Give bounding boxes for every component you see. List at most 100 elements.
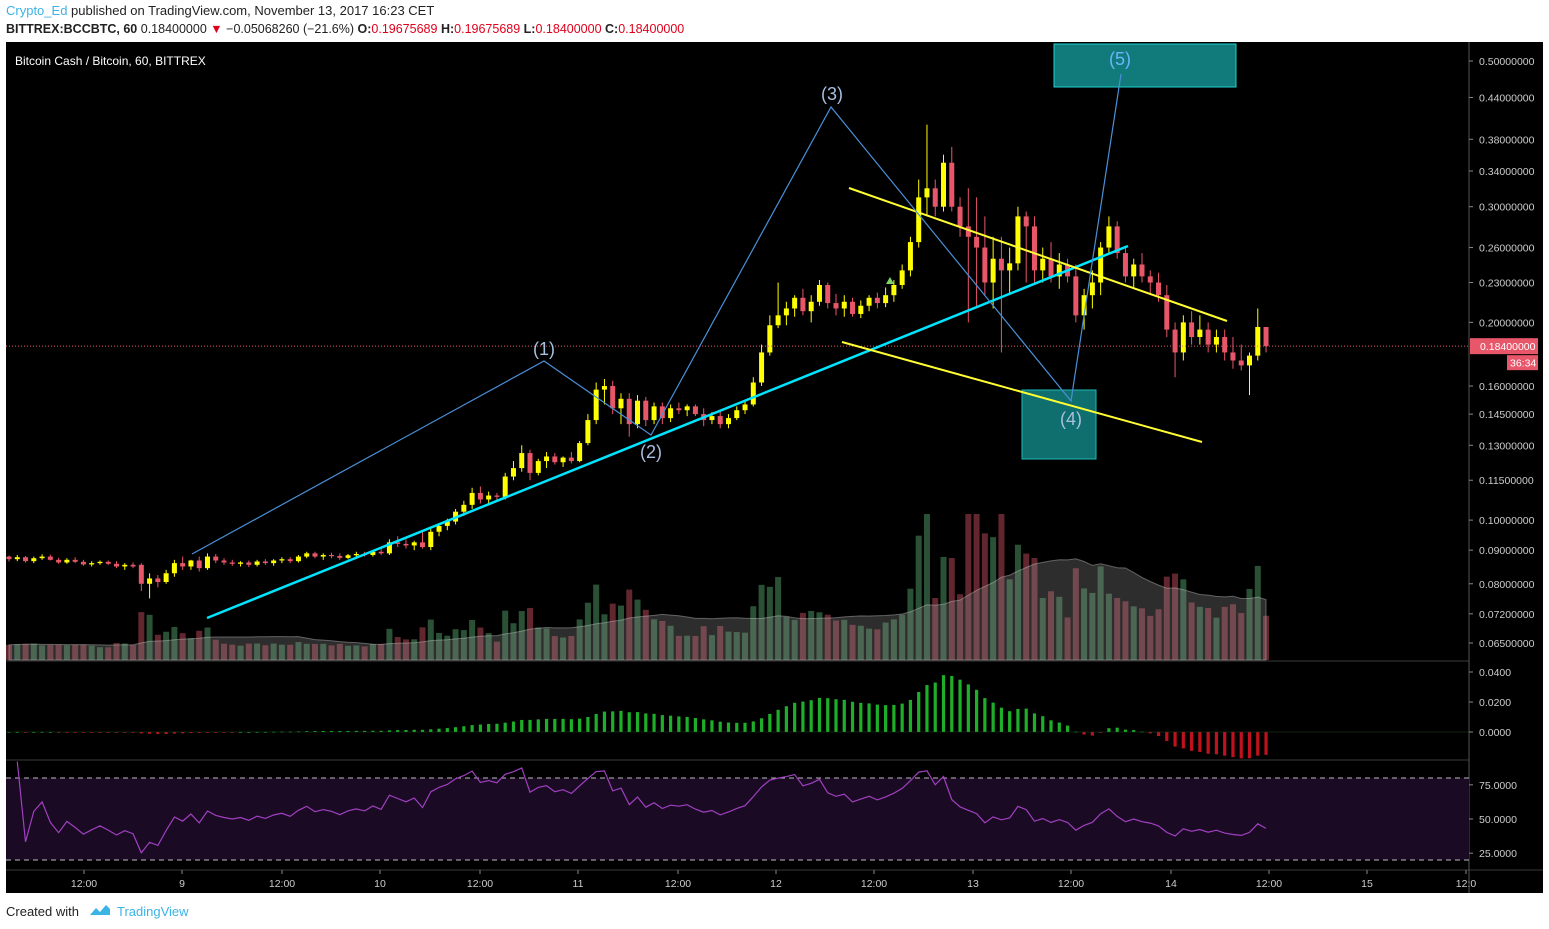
- macd-bar: [503, 722, 507, 732]
- candle-body: [461, 504, 467, 512]
- candle-body: [1040, 258, 1046, 271]
- candle-body: [544, 456, 550, 462]
- volume-bar: [460, 630, 467, 660]
- candle-body: [635, 400, 641, 425]
- macd-bar: [553, 718, 557, 732]
- price-tick-label: 0.44000000: [1479, 92, 1535, 104]
- macd-bar: [892, 704, 896, 732]
- macd-bar: [197, 732, 201, 733]
- candle-body: [1007, 263, 1013, 271]
- candle-body: [114, 563, 120, 567]
- macd-bar: [652, 713, 656, 732]
- candle-body: [122, 564, 128, 567]
- candle-body: [64, 559, 70, 563]
- volume-bar: [675, 635, 682, 660]
- volume-bar: [212, 639, 219, 660]
- volume-bar: [527, 607, 534, 660]
- candle-body: [792, 297, 798, 309]
- price-tick-label: 0.08000000: [1479, 579, 1535, 591]
- volume-bar: [998, 514, 1005, 660]
- volume-bar: [1072, 568, 1079, 660]
- rsi-tick-label: 25.0000: [1479, 848, 1517, 860]
- candle-body: [204, 556, 210, 569]
- candle-body: [329, 554, 335, 557]
- candle-body: [916, 197, 922, 243]
- volume-bar: [1163, 576, 1170, 660]
- tradingview-logo-icon[interactable]: [88, 903, 112, 917]
- volume-bar: [1114, 598, 1121, 660]
- candle-body: [130, 564, 136, 567]
- candle-body: [709, 416, 715, 421]
- macd-bar: [1206, 732, 1210, 754]
- time-tick-label: 12: [770, 878, 782, 890]
- macd-bar: [1024, 708, 1028, 732]
- volume-bar: [882, 622, 889, 660]
- close-value: 0.18400000: [618, 22, 685, 36]
- macd-bar: [809, 700, 813, 732]
- macd-bar: [114, 732, 119, 733]
- macd-bar: [826, 698, 830, 732]
- macd-bar: [57, 732, 61, 733]
- volume-bar: [824, 614, 831, 660]
- candle-body: [279, 559, 285, 561]
- candle-body: [568, 457, 574, 462]
- macd-bar: [1099, 732, 1103, 733]
- price-tick-label: 0.09000000: [1479, 545, 1535, 557]
- candle-body: [287, 559, 293, 562]
- macd-bar: [867, 703, 871, 732]
- candle-body: [850, 301, 856, 314]
- macd-bar: [635, 712, 640, 732]
- macd-bar: [1198, 732, 1202, 752]
- author-link[interactable]: Crypto_Ed: [6, 3, 68, 18]
- candle-body: [684, 406, 690, 411]
- low-label: L:: [523, 22, 536, 36]
- volume-bar: [485, 633, 492, 660]
- volume-bar: [775, 577, 782, 660]
- candle-body: [345, 555, 351, 558]
- candle-body: [1156, 282, 1162, 296]
- candle-body: [1147, 276, 1153, 283]
- rsi-band: [6, 778, 1469, 860]
- macd-bar: [743, 722, 747, 732]
- macd-bar: [991, 702, 995, 732]
- volume-bar: [411, 639, 418, 660]
- last-price-tag: [1470, 338, 1538, 355]
- macd-bar: [412, 729, 416, 732]
- volume-bar: [584, 602, 591, 660]
- macd-bar: [1090, 732, 1094, 736]
- macd-bar: [172, 732, 176, 734]
- macd-bar: [81, 732, 86, 733]
- macd-bar: [801, 701, 805, 732]
- price-chart[interactable]: Bitcoin Cash / Bitcoin, 60, BITTREX 0.500…: [6, 42, 1543, 893]
- volume-bar: [857, 625, 864, 660]
- macd-tick-label: 0.0200: [1479, 697, 1511, 709]
- page-footer: Created with TradingView: [0, 893, 1549, 929]
- volume-bar: [163, 631, 170, 660]
- price-tick-label: 0.23000000: [1479, 278, 1535, 290]
- chart-canvas[interactable]: Bitcoin Cash / Bitcoin, 60, BITTREX 0.500…: [6, 42, 1543, 893]
- tradingview-link[interactable]: TradingView: [117, 904, 189, 919]
- macd-bar: [453, 727, 458, 732]
- macd-pane: [6, 675, 1469, 759]
- macd-bar: [222, 732, 226, 733]
- symbol-info: BITTREX:BCCBTC, 60 0.18400000 ▼ −0.05068…: [6, 22, 684, 36]
- macd-bar: [15, 731, 19, 733]
- candle-body: [1247, 355, 1252, 366]
- candle-body: [295, 556, 301, 562]
- volume-bar: [783, 616, 790, 660]
- macd-bar: [1181, 732, 1185, 749]
- volume-bar: [717, 626, 724, 660]
- candle-body: [1098, 247, 1104, 283]
- macd-bar: [611, 711, 615, 732]
- price-tick-label: 0.20000000: [1479, 317, 1535, 329]
- volume-bar: [791, 619, 798, 660]
- volume-bar: [758, 584, 765, 660]
- candle-body: [601, 386, 607, 390]
- volume-bar: [113, 643, 120, 660]
- candle-body: [825, 285, 831, 304]
- macd-bar: [784, 706, 788, 732]
- volume-bar: [270, 643, 277, 660]
- candle-body: [14, 557, 20, 560]
- volume-bar: [1039, 598, 1046, 660]
- volume-bar: [742, 632, 749, 660]
